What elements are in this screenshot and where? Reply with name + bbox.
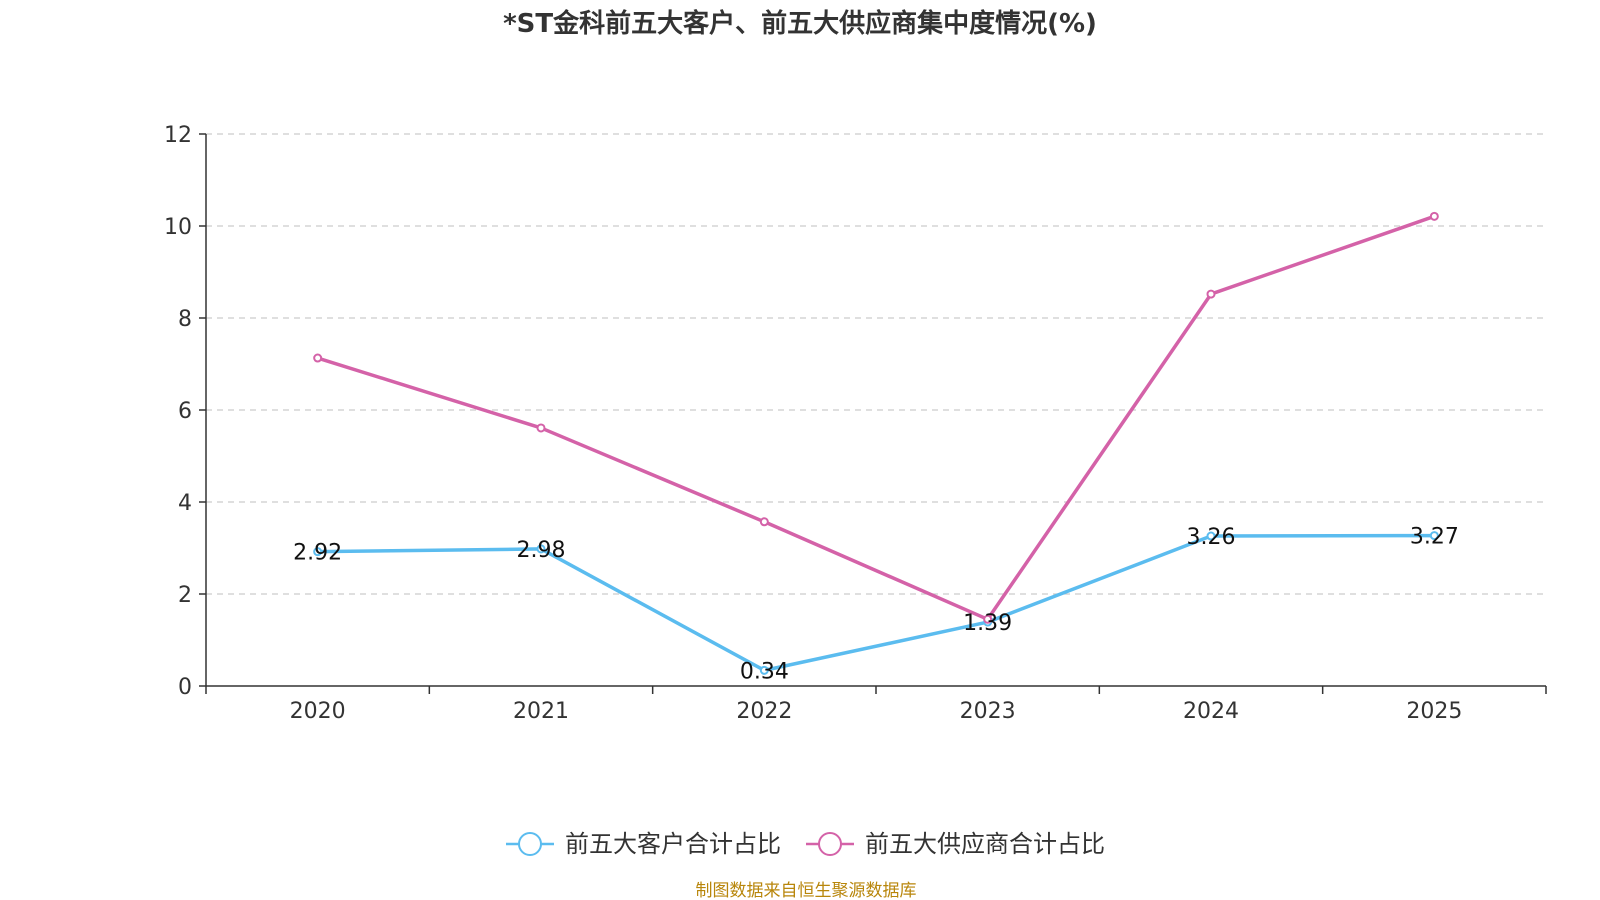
y-tick-label: 12	[164, 123, 192, 148]
legend-suppliers-label: 前五大供应商合计占比	[865, 830, 1105, 858]
x-tick-label: 2025	[1406, 699, 1462, 724]
data-point-0-0[interactable]	[313, 547, 323, 557]
data-label-0-4: 3.26	[1187, 525, 1236, 550]
x-tick-label: 2021	[513, 699, 569, 724]
chart-title: *ST金科前五大客户、前五大供应商集中度情况(%)	[503, 8, 1097, 39]
data-label-0-5: 3.27	[1410, 525, 1459, 550]
data-point-0-4[interactable]	[1206, 531, 1216, 541]
legend-suppliers-circle-icon	[818, 832, 842, 856]
x-tick-label: 2020	[290, 699, 346, 724]
data-point-1-0[interactable]	[313, 353, 323, 363]
data-labels: 2.92 2.98 0.34 1.39 3.26 3.27	[293, 525, 1459, 685]
data-label-0-0: 2.92	[293, 541, 342, 566]
y-tick-label: 4	[178, 491, 192, 516]
data-label-0-3: 1.39	[963, 611, 1012, 636]
data-point-0-1[interactable]	[536, 544, 546, 554]
data-label-0-1: 2.98	[517, 538, 566, 563]
y-tick-label: 6	[178, 399, 192, 424]
data-point-1-3[interactable]	[983, 614, 993, 624]
gridlines	[199, 133, 1547, 694]
legend-customers-label: 前五大客户合计占比	[565, 830, 781, 858]
series-line-0	[317, 533, 1435, 673]
axes	[205, 134, 1546, 687]
series-line-1	[317, 214, 1435, 622]
y-tick-labels: 0 2 4 6 8 10 12	[164, 123, 192, 700]
x-tick-labels: 2020 2021 2022 2023 2024 2025	[290, 699, 1463, 724]
data-point-0-5[interactable]	[1429, 531, 1439, 541]
source-note: 制图数据来自恒生聚源数据库	[696, 881, 917, 900]
data-point-0-2[interactable]	[759, 665, 769, 675]
data-point-1-5[interactable]	[1429, 211, 1439, 221]
legend-customers-circle-icon	[518, 832, 542, 856]
data-point-1-2[interactable]	[759, 517, 769, 527]
legend-item-suppliers[interactable]: 前五大供应商合计占比	[806, 830, 1105, 858]
y-tick-label: 8	[178, 307, 192, 332]
data-point-1-4[interactable]	[1206, 289, 1216, 299]
y-tick-label: 0	[178, 675, 192, 700]
x-tick-label: 2023	[960, 699, 1016, 724]
legend: 前五大客户合计占比 前五大供应商合计占比	[506, 830, 1105, 858]
y-tick-label: 10	[164, 215, 192, 240]
legend-item-customers[interactable]: 前五大客户合计占比	[506, 830, 781, 858]
x-tick-label: 2024	[1183, 699, 1239, 724]
data-label-0-2: 0.34	[740, 659, 789, 684]
y-tick-label: 2	[178, 583, 192, 608]
x-tick-label: 2022	[736, 699, 792, 724]
data-point-1-1[interactable]	[536, 423, 546, 433]
series	[313, 211, 1439, 675]
